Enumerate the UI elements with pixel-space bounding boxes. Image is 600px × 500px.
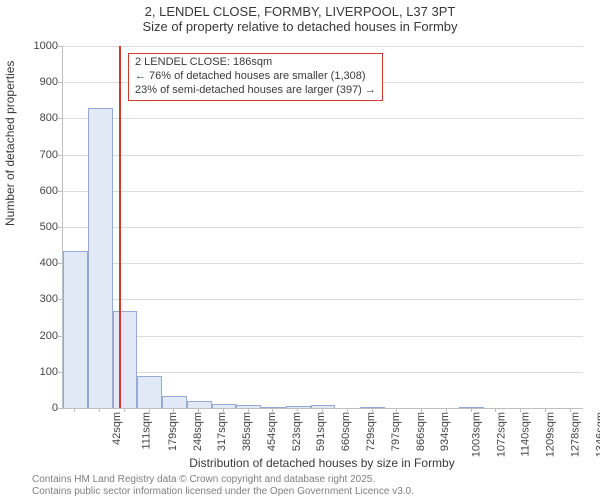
y-tick-mark: [58, 372, 62, 373]
footer-line-2: Contains public sector information licen…: [32, 486, 414, 498]
x-tick-mark: [446, 408, 447, 412]
x-tick-label: 317sqm: [217, 412, 229, 451]
y-tick-label: 200: [18, 330, 58, 342]
x-tick-label: 454sqm: [266, 412, 278, 451]
x-axis-label: Distribution of detached houses by size …: [0, 456, 600, 470]
histogram-bar: [212, 404, 237, 408]
x-tick-label: 1346sqm: [594, 412, 600, 457]
gridline: [63, 46, 583, 47]
x-tick-label: 1003sqm: [470, 412, 482, 457]
y-tick-mark: [58, 227, 62, 228]
annotation-line-2: ← 76% of detached houses are smaller (1,…: [135, 70, 376, 84]
gridline: [63, 299, 583, 300]
x-tick-mark: [74, 408, 75, 412]
x-tick-mark: [421, 408, 422, 412]
gridline: [63, 118, 583, 119]
x-tick-label: 1072sqm: [495, 412, 507, 457]
x-tick-label: 729sqm: [365, 412, 377, 451]
x-tick-mark: [124, 408, 125, 412]
y-tick-mark: [58, 46, 62, 47]
y-tick-label: 300: [18, 293, 58, 305]
footer-line-1: Contains HM Land Registry data © Crown c…: [32, 474, 414, 486]
y-tick-label: 0: [18, 402, 58, 414]
x-tick-mark: [223, 408, 224, 412]
annotation-box: 2 LENDEL CLOSE: 186sqm← 76% of detached …: [128, 53, 383, 101]
x-tick-label: 42sqm: [111, 412, 123, 445]
y-tick-mark: [58, 263, 62, 264]
y-tick-mark: [58, 336, 62, 337]
x-tick-mark: [347, 408, 348, 412]
y-tick-label: 800: [18, 112, 58, 124]
histogram-bar: [459, 407, 484, 408]
x-tick-label: 866sqm: [415, 412, 427, 451]
x-tick-label: 934sqm: [439, 412, 451, 451]
histogram-bar: [236, 405, 261, 408]
y-tick-label: 700: [18, 149, 58, 161]
gridline: [63, 155, 583, 156]
histogram-bar: [286, 406, 311, 408]
histogram-bar: [113, 311, 138, 408]
histogram-bar: [63, 251, 88, 408]
y-tick-label: 500: [18, 221, 58, 233]
x-tick-label: 523sqm: [291, 412, 303, 451]
y-tick-mark: [58, 299, 62, 300]
x-tick-mark: [396, 408, 397, 412]
gridline: [63, 336, 583, 337]
y-tick-label: 1000: [18, 40, 58, 52]
x-tick-mark: [471, 408, 472, 412]
attribution-footer: Contains HM Land Registry data © Crown c…: [32, 474, 414, 497]
x-tick-mark: [322, 408, 323, 412]
y-tick-mark: [58, 191, 62, 192]
gridline: [63, 191, 583, 192]
gridline: [63, 227, 583, 228]
y-tick-label: 100: [18, 366, 58, 378]
y-tick-label: 900: [18, 76, 58, 88]
x-tick-mark: [272, 408, 273, 412]
x-tick-mark: [520, 408, 521, 412]
annotation-line-1: 2 LENDEL CLOSE: 186sqm: [135, 56, 376, 70]
y-tick-mark: [58, 82, 62, 83]
x-tick-label: 1278sqm: [569, 412, 581, 457]
x-tick-label: 1209sqm: [545, 412, 557, 457]
histogram-bar: [360, 407, 385, 408]
title-line-1: 2, LENDEL CLOSE, FORMBY, LIVERPOOL, L37 …: [0, 4, 600, 19]
x-tick-mark: [248, 408, 249, 412]
y-tick-mark: [58, 155, 62, 156]
y-tick-mark: [58, 408, 62, 409]
x-tick-label: 111sqm: [141, 412, 153, 450]
y-tick-label: 600: [18, 185, 58, 197]
x-tick-label: 1140sqm: [519, 412, 531, 456]
gridline: [63, 263, 583, 264]
x-tick-mark: [570, 408, 571, 412]
histogram-plot-area: 2 LENDEL CLOSE: 186sqm← 76% of detached …: [62, 46, 583, 409]
gridline: [63, 372, 583, 373]
histogram-bar: [162, 396, 187, 408]
x-tick-label: 385sqm: [241, 412, 253, 451]
histogram-bar: [261, 407, 286, 408]
x-tick-mark: [99, 408, 100, 412]
x-tick-mark: [297, 408, 298, 412]
histogram-bar: [137, 376, 162, 408]
x-tick-mark: [173, 408, 174, 412]
y-tick-label: 400: [18, 257, 58, 269]
property-marker-line: [119, 46, 121, 408]
x-tick-label: 660sqm: [340, 412, 352, 451]
title-line-2: Size of property relative to detached ho…: [0, 19, 600, 34]
annotation-line-3: 23% of semi-detached houses are larger (…: [135, 84, 376, 98]
x-tick-mark: [495, 408, 496, 412]
x-tick-mark: [372, 408, 373, 412]
y-axis-label: Number of detached properties: [3, 61, 17, 226]
x-tick-mark: [198, 408, 199, 412]
y-tick-mark: [58, 118, 62, 119]
x-tick-label: 591sqm: [316, 412, 328, 451]
x-tick-label: 179sqm: [167, 412, 179, 451]
x-tick-mark: [149, 408, 150, 412]
histogram-bar: [88, 108, 113, 408]
x-tick-mark: [545, 408, 546, 412]
x-tick-label: 797sqm: [390, 412, 402, 451]
x-tick-label: 248sqm: [192, 412, 204, 451]
chart-title-block: 2, LENDEL CLOSE, FORMBY, LIVERPOOL, L37 …: [0, 4, 600, 34]
